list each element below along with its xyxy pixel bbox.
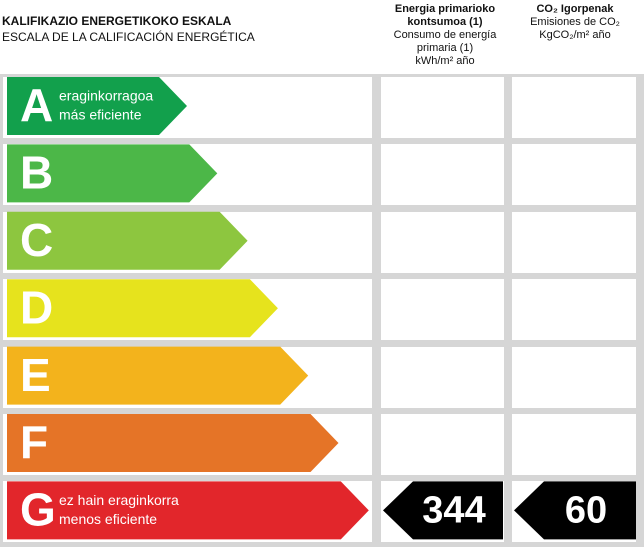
rating-label: ez hain eraginkorra [59, 492, 179, 508]
value-cell [381, 144, 504, 206]
value-cell [512, 144, 636, 206]
column-unit: KgCO₂/m² año [539, 29, 611, 41]
rating-arrow [7, 77, 187, 135]
value-cell [512, 346, 636, 408]
value-cell [381, 211, 504, 273]
value-cell [381, 279, 504, 341]
column-title: CO₂ Igorpenak [536, 3, 614, 15]
rating-arrow [7, 481, 369, 540]
rating-letter: A [20, 79, 53, 131]
rating-arrow [7, 144, 218, 203]
rating-letter: C [20, 214, 53, 266]
rating-label: menos eficiente [59, 511, 157, 527]
value-cell [381, 414, 504, 475]
rating-arrow [7, 346, 309, 405]
title: KALIFIKAZIO ENERGETIKOKO ESKALA [2, 14, 232, 28]
rating-arrow [7, 414, 339, 472]
value-cell [381, 346, 504, 408]
rating-value: 344 [422, 489, 485, 531]
rating-indicator [514, 481, 636, 540]
rating-label: más eficiente [59, 107, 142, 123]
column-subtitle: Consumo de energía primaria (1) [393, 29, 497, 54]
rating-letter: F [20, 416, 48, 468]
rating-arrow [7, 211, 248, 270]
value-cell [381, 77, 504, 138]
rating-arrow [7, 279, 278, 338]
column-title: Energia primarioko kontsumoa (1) [394, 3, 496, 28]
rating-letter: E [20, 349, 51, 401]
rating-value: 60 [565, 489, 607, 531]
column-header: CO₂ Igorpenak Emisiones de CO₂ KgCO₂/m² … [512, 3, 638, 42]
rating-letter: G [20, 484, 56, 536]
value-cell [512, 77, 636, 138]
value-cell [512, 211, 636, 273]
rating-letter: B [20, 147, 53, 199]
column-unit: kWh/m² año [415, 55, 475, 67]
rating-label: eraginkorragoa [59, 88, 153, 104]
rating-letter: D [20, 281, 53, 333]
column-header: Energia primarioko kontsumoa (1) Consumo… [382, 3, 508, 68]
rating-indicator [383, 481, 503, 540]
value-cell [512, 414, 636, 475]
subtitle: ESCALA DE LA CALIFICACIÓN ENERGÉTICA [2, 30, 255, 44]
value-cell [512, 279, 636, 341]
column-subtitle: Emisiones de CO₂ [530, 16, 620, 28]
